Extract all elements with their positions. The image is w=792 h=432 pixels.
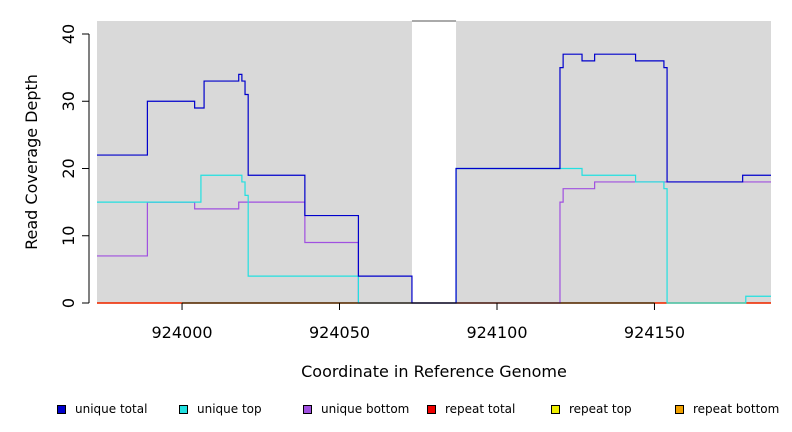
legend-swatch: [179, 404, 188, 414]
legend-swatch: [57, 404, 66, 414]
plot-background-left: [97, 21, 412, 303]
legend-item-unique-top: unique top: [179, 399, 262, 419]
legend-swatch: [551, 404, 560, 414]
plot-background: [97, 20, 771, 303]
legend-item-repeat-total: repeat total: [427, 399, 515, 419]
y-axis-title: Read Coverage Depth: [22, 74, 41, 250]
y-tick-label: 20: [59, 158, 78, 178]
x-tick-label: 924000: [151, 323, 212, 342]
legend: unique total unique top unique bottom repea…: [0, 399, 792, 419]
legend-item-unique-total: unique total: [57, 399, 147, 419]
y-tick-label: 0: [59, 298, 78, 308]
legend-item-repeat-top: repeat top: [551, 399, 632, 419]
legend-label: repeat total: [445, 402, 516, 416]
y-tick-label: 40: [59, 24, 78, 44]
plot-background-right: [456, 21, 771, 303]
legend-swatch: [303, 404, 312, 414]
y-tick-label: 30: [59, 91, 78, 111]
legend-label: unique bottom: [321, 402, 410, 416]
coverage-chart: 924000 924050 924100 924150 0 10 20 30 40 Coordi…: [22, 20, 771, 381]
series-line-unique-total: [97, 53, 771, 304]
x-tick-label: 924050: [309, 323, 370, 342]
y-tick-label: 10: [59, 226, 78, 246]
x-tick-label: 924100: [466, 323, 527, 342]
x-tick-label: 924150: [624, 323, 685, 342]
axes-layer: 924000 924050 924100 924150 0 10 20 30 40: [59, 24, 685, 342]
legend-item-unique-bottom: unique bottom: [303, 399, 409, 419]
legend-label: repeat bottom: [693, 402, 780, 416]
x-axis-title: Coordinate in Reference Genome: [301, 362, 567, 381]
legend-swatch: [427, 404, 436, 414]
legend-label: unique top: [197, 402, 262, 416]
legend-label: unique total: [75, 402, 148, 416]
legend-item-repeat-bottom: repeat bottom: [675, 399, 779, 419]
legend-swatch: [675, 404, 684, 414]
legend-label: repeat top: [569, 402, 632, 416]
